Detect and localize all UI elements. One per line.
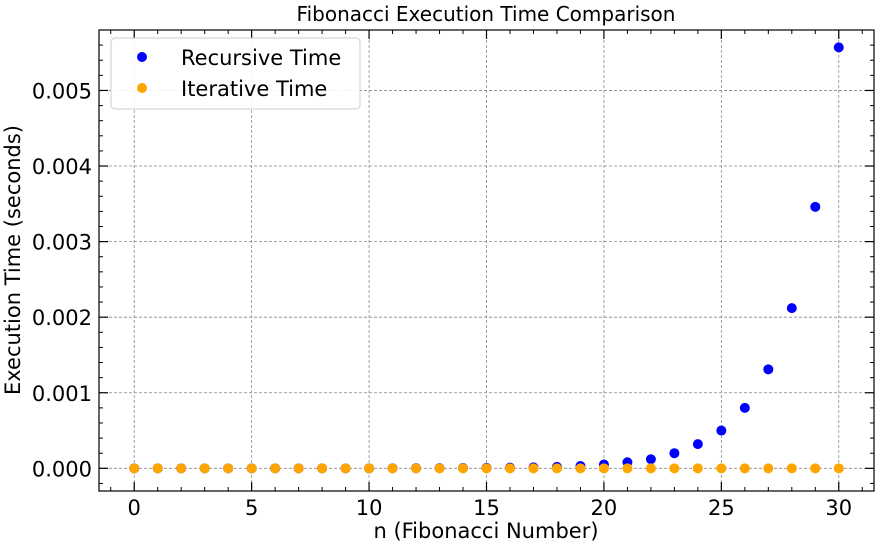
chart-title: Fibonacci Execution Time Comparison (297, 2, 676, 26)
iterative-time-point (763, 463, 774, 474)
iterative-time-point (551, 463, 562, 474)
iterative-time-point (129, 463, 140, 474)
y-tick-label: 0.001 (32, 382, 92, 406)
iterative-time-point (434, 463, 445, 474)
x-tick-label: 5 (245, 496, 258, 520)
x-tick-label: 25 (708, 496, 735, 520)
recursive-time-point (763, 364, 774, 375)
iterative-time-point (481, 463, 492, 474)
y-tick-label: 0.003 (32, 231, 92, 255)
legend-label-iterative: Iterative Time (181, 77, 327, 101)
x-tick-label: 30 (825, 496, 852, 520)
recursive-time-point (810, 201, 821, 212)
x-axis-label: n (Fibonacci Number) (373, 519, 598, 543)
data-points (129, 42, 844, 474)
x-tick-label: 15 (473, 496, 500, 520)
y-tick-label: 0.000 (32, 457, 92, 481)
iterative-time-point (669, 463, 680, 474)
iterative-time-point (223, 463, 234, 474)
recursive-time-point (669, 448, 680, 459)
legend-label-recursive: Recursive Time (181, 46, 341, 70)
y-tick-label: 0.004 (32, 155, 92, 179)
iterative-time-point (176, 463, 187, 474)
x-tick-label: 20 (591, 496, 618, 520)
recursive-time-point (716, 425, 727, 436)
y-axis-label: Execution Time (seconds) (1, 125, 25, 395)
iterative-time-point (575, 463, 586, 474)
recursive-time-point (692, 439, 703, 450)
x-tick-label: 0 (128, 496, 141, 520)
y-tick-label: 0.002 (32, 306, 92, 330)
iterative-time-point (270, 463, 281, 474)
iterative-time-point (622, 463, 633, 474)
iterative-time-point (458, 463, 469, 474)
iterative-time-point (199, 463, 210, 474)
x-tick-label: 10 (356, 496, 383, 520)
iterative-time-point (598, 463, 609, 474)
iterative-time-point (246, 463, 257, 474)
iterative-time-point (833, 463, 844, 474)
legend-box (110, 37, 361, 110)
recursive-time-point (833, 42, 844, 53)
recursive-time-point (739, 402, 750, 413)
iterative-time-point (317, 463, 328, 474)
iterative-time-point (293, 463, 304, 474)
y-tick-label: 0.005 (32, 79, 92, 103)
iterative-time-point (786, 463, 797, 474)
iterative-time-point (645, 463, 656, 474)
iterative-time-point (364, 463, 375, 474)
legend: Recursive Time Iterative Time (110, 37, 361, 110)
recursive-time-point (645, 454, 656, 465)
legend-marker-iterative (137, 83, 147, 93)
iterative-time-point (387, 463, 398, 474)
iterative-time-point (411, 463, 422, 474)
iterative-time-point (504, 463, 515, 474)
legend-marker-recursive (137, 52, 147, 62)
iterative-time-point (152, 463, 163, 474)
axis-ticks: 0 5 10 15 20 25 30 0.000 0.001 0.002 0.003 0.004 0.0… (32, 30, 874, 520)
iterative-time-point (340, 463, 351, 474)
recursive-time-point (786, 303, 797, 314)
iterative-time-point (739, 463, 750, 474)
iterative-time-point (528, 463, 539, 474)
plot-frame (98, 29, 875, 492)
iterative-time-point (810, 463, 821, 474)
iterative-time-point (692, 463, 703, 474)
iterative-time-point (716, 463, 727, 474)
